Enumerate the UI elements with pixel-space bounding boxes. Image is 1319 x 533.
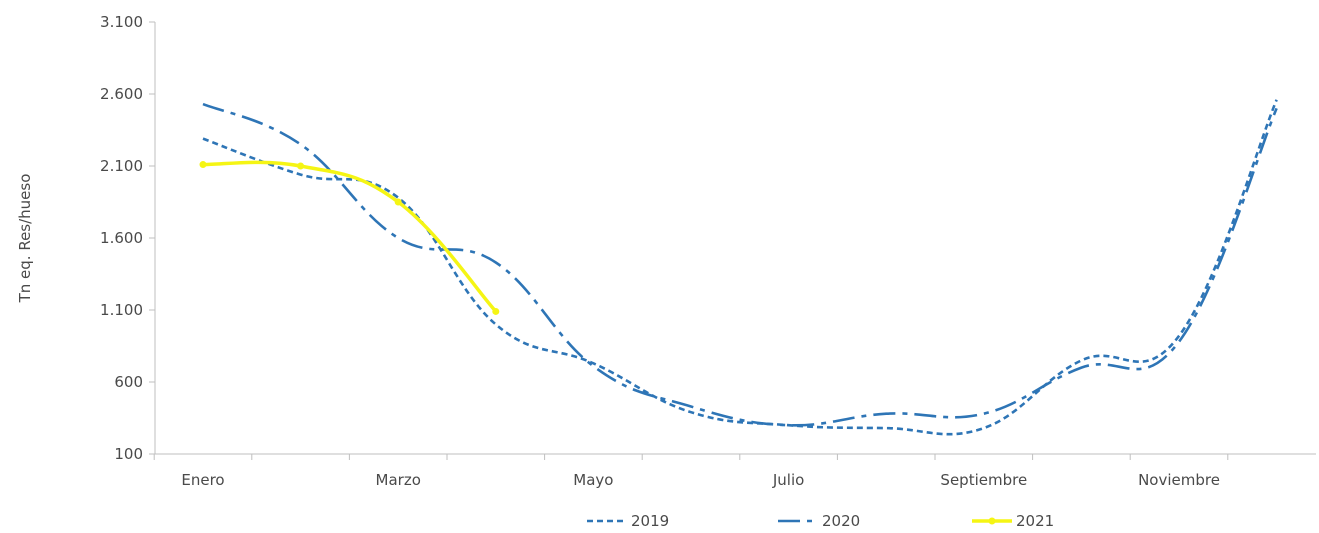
x-tick-label: Marzo [376, 471, 421, 489]
legend-label: 2019 [631, 512, 669, 530]
x-axis: Enero Marzo Mayo Julio Septiembre Noviembre [153, 453, 1316, 489]
x-tick-label: Enero [181, 471, 224, 489]
legend-item-2020: 2020 [778, 512, 860, 530]
legend-label: 2020 [822, 512, 860, 530]
series-line-2021 [202, 160, 498, 313]
y-tick-label: 600 [114, 373, 143, 391]
point-2021 [492, 307, 500, 315]
point-2021 [297, 162, 305, 170]
x-tick-label: Septiembre [940, 471, 1027, 489]
point-2021 [394, 198, 402, 206]
x-tick-label: Mayo [573, 471, 613, 489]
x-tick-label: Julio [772, 471, 804, 489]
y-axis-label: Tn eq. Res/hueso [16, 174, 34, 304]
y-tick-label: 2.100 [100, 157, 143, 175]
y-tick-label: 2.600 [100, 85, 143, 103]
y-axis: 100 600 1.100 1.600 2.100 2.600 3.100 [100, 13, 156, 463]
series-line-2020 [202, 102, 1278, 427]
x-tick-label: Noviembre [1138, 471, 1220, 489]
legend-label: 2021 [1016, 512, 1054, 530]
series-line-2019 [202, 99, 1278, 436]
legend-item-2019: 2019 [587, 512, 669, 530]
y-tick-label: 1.100 [100, 301, 143, 319]
y-tick-label: 100 [114, 445, 143, 463]
y-tick-label: 3.100 [100, 13, 143, 31]
point-2021 [199, 161, 207, 169]
legend-marker [988, 517, 996, 525]
legend: 2019 2020 2021 [587, 512, 1054, 530]
series-layer [199, 99, 1278, 436]
legend-item-2021: 2021 [972, 512, 1054, 530]
y-tick-label: 1.600 [100, 229, 143, 247]
